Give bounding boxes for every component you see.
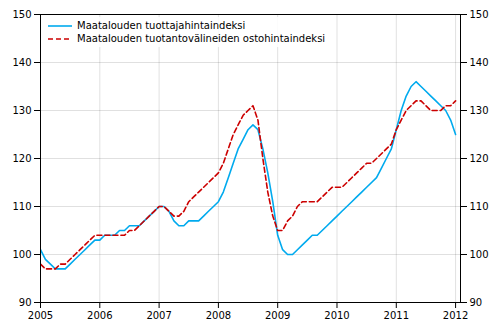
svg-text:90: 90 <box>19 297 32 308</box>
svg-text:140: 140 <box>470 57 489 68</box>
svg-text:150: 150 <box>470 9 489 20</box>
svg-text:110: 110 <box>12 201 31 212</box>
svg-text:150: 150 <box>12 9 31 20</box>
svg-text:130: 130 <box>470 105 489 116</box>
svg-text:140: 140 <box>12 57 31 68</box>
svg-text:110: 110 <box>470 201 489 212</box>
html-text:Maatalouden tuotantovälineiden: Maatalouden tuotantovälineiden ostohinta… <box>77 33 326 44</box>
svg-text:2008: 2008 <box>206 310 231 321</box>
svg-text:2009: 2009 <box>265 310 290 321</box>
svg-text:130: 130 <box>12 105 31 116</box>
html-text:Maatalouden tuottajahintaindek: Maatalouden tuottajahintaindeksi <box>77 20 246 31</box>
svg-text:2012: 2012 <box>443 310 468 321</box>
svg-text:120: 120 <box>470 153 489 164</box>
svg-text:2010: 2010 <box>324 310 349 321</box>
svg-text:100: 100 <box>470 249 489 260</box>
svg-text:100: 100 <box>12 249 31 260</box>
svg-text:120: 120 <box>12 153 31 164</box>
svg-text:2007: 2007 <box>146 310 171 321</box>
svg-text:2006: 2006 <box>87 310 112 321</box>
svg-text:90: 90 <box>470 297 483 308</box>
svg-text:2005: 2005 <box>28 310 53 321</box>
svg-text:2011: 2011 <box>384 310 409 321</box>
